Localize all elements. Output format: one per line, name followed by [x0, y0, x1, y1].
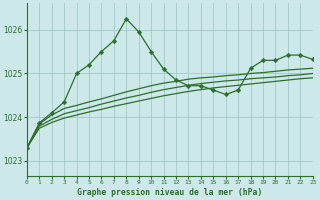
X-axis label: Graphe pression niveau de la mer (hPa): Graphe pression niveau de la mer (hPa) [77, 188, 262, 197]
